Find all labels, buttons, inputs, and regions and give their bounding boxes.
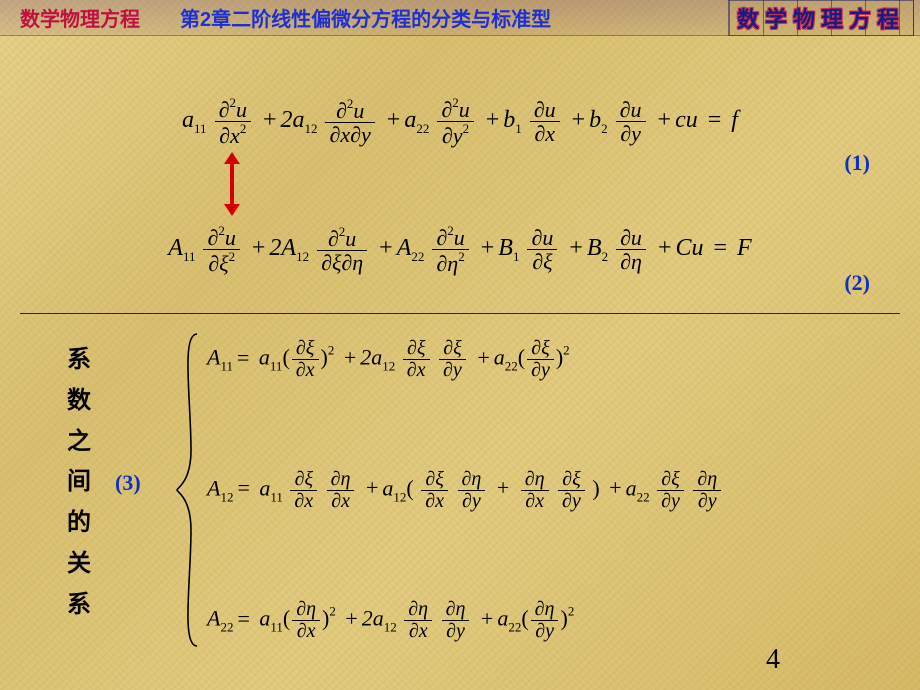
equation-label-1: (1) bbox=[844, 150, 870, 176]
equation-label-3: (3) bbox=[115, 470, 141, 496]
left-brace-icon bbox=[175, 330, 201, 655]
vtext-char: 的 bbox=[67, 510, 91, 536]
vtext-char: 间 bbox=[67, 469, 91, 495]
system-eq-A22: A22= a11(∂η∂x)2 +2a12 ∂η∂x ∂η∂y +a22(∂η∂… bbox=[207, 599, 723, 642]
equation-label-2: (2) bbox=[844, 270, 870, 296]
vtext-char: 之 bbox=[67, 429, 91, 455]
slide-content: a11 ∂2u∂x2 +2a12 ∂2u∂x∂y +a22 ∂2u∂y2 +b1… bbox=[0, 40, 920, 690]
vtext-char: 数 bbox=[67, 388, 91, 414]
header-title-right: 数学物理方程 bbox=[728, 0, 914, 36]
page-number: 4 bbox=[766, 644, 780, 676]
system-eq-A11: A11= a11(∂ξ∂x)2 +2a12 ∂ξ∂x ∂ξ∂y +a22(∂ξ∂… bbox=[207, 338, 723, 381]
equation-1: a11 ∂2u∂x2 +2a12 ∂2u∂x∂y +a22 ∂2u∂y2 +b1… bbox=[0, 96, 920, 147]
header-title-left: 数学物理方程 bbox=[20, 3, 140, 32]
vertical-caption: 系 数 之 间 的 关 系 bbox=[66, 340, 92, 626]
double-arrow-icon bbox=[224, 152, 240, 216]
horizontal-divider bbox=[20, 313, 900, 314]
equation-system: A11= a11(∂ξ∂x)2 +2a12 ∂ξ∂x ∂ξ∂y +a22(∂ξ∂… bbox=[175, 330, 723, 655]
vtext-char: 关 bbox=[67, 551, 91, 577]
vtext-char: 系 bbox=[67, 347, 91, 373]
header-title-center: 第2章二阶线性偏微分方程的分类与标准型 bbox=[180, 3, 551, 32]
vtext-char: 系 bbox=[67, 592, 91, 618]
slide-header: 数学物理方程 第2章二阶线性偏微分方程的分类与标准型 数学物理方程 bbox=[0, 0, 920, 36]
equation-2: A11 ∂2u∂ξ2 +2A12 ∂2u∂ξ∂η +A22 ∂2u∂η2 +B1… bbox=[0, 224, 920, 275]
system-eq-A12: A12= a11 ∂ξ∂x ∂η∂x +a12( ∂ξ∂x ∂η∂y + ∂η∂… bbox=[207, 469, 723, 512]
slide: 数学物理方程 第2章二阶线性偏微分方程的分类与标准型 数学物理方程 a11 ∂2… bbox=[0, 0, 920, 690]
